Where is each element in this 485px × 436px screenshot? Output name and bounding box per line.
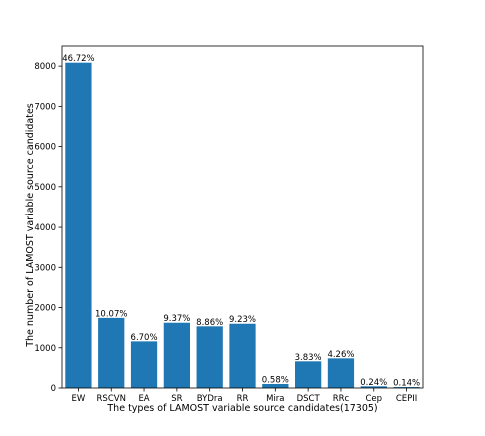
y-tick-label-4000: 4000: [34, 223, 56, 233]
bar-rscvn: [98, 317, 125, 388]
bar-sr: [163, 322, 190, 388]
y-axis: 0 1000 2000 3000 4000 5000 6000 7000 8000: [34, 62, 62, 394]
bar-mira: [262, 383, 289, 388]
data-labels: 46.72% 10.07% 6.70% 9.37% 8.86% 9.23% 0.58% 3.8…: [62, 54, 420, 388]
x-tick-label-mira: Mira: [266, 394, 284, 404]
y-tick-label-8000: 8000: [34, 62, 56, 72]
y-tick-label-6000: 6000: [34, 143, 56, 153]
data-label-sr: 9.37%: [163, 314, 190, 324]
y-tick-label-5000: 5000: [34, 183, 56, 193]
x-tick-label-ea: EA: [138, 394, 149, 404]
bar-cep: [360, 386, 387, 388]
data-label-cepii: 0.14%: [393, 379, 420, 389]
x-tick-label-rr: RR: [237, 394, 249, 404]
data-label-mira: 0.58%: [262, 375, 289, 385]
data-label-cep: 0.24%: [360, 378, 387, 388]
x-tick-label-cep: Cep: [365, 394, 382, 404]
data-label-bydra: 8.86%: [196, 318, 223, 328]
data-label-ew: 46.72%: [62, 54, 94, 64]
bar-ew: [65, 62, 92, 389]
y-tick-label-3000: 3000: [34, 263, 56, 273]
x-axis: EW RSCVN EA SR BYDra RR Mira DSCT RRc Cep CEPII: [72, 388, 417, 404]
data-label-ea: 6.70%: [131, 333, 158, 343]
bars: [65, 62, 420, 389]
bar-ea: [130, 341, 158, 388]
x-axis-title: The types of LAMOST variable source cand…: [106, 403, 377, 414]
y-axis-title: The number of LAMOST variable source can…: [25, 103, 36, 348]
x-tick-label-dsct: DSCT: [297, 394, 321, 404]
x-tick-label-ew: EW: [72, 394, 86, 404]
x-tick-label-rrc: RRc: [333, 394, 350, 404]
bar-dsct: [295, 361, 322, 388]
data-label-rscvn: 10.07%: [95, 309, 127, 319]
bar-rr: [229, 323, 256, 388]
y-tick-label-0: 0: [51, 384, 56, 394]
bar-rrc: [327, 358, 355, 388]
y-tick-label-2000: 2000: [34, 304, 56, 314]
plot-frame: [61, 45, 424, 389]
x-tick-label-cepii: CEPII: [396, 394, 417, 404]
x-tick-label-rscvn: RSCVN: [97, 394, 126, 404]
data-label-rrc: 4.26%: [327, 350, 354, 360]
data-label-rr: 9.23%: [229, 315, 256, 325]
x-tick-label-sr: SR: [171, 394, 182, 404]
data-label-dsct: 3.83%: [295, 353, 322, 363]
x-tick-label-bydra: BYDra: [197, 394, 223, 404]
y-tick-label-1000: 1000: [34, 344, 56, 354]
y-tick-label-7000: 7000: [34, 102, 56, 112]
bar-cepii: [393, 387, 420, 388]
bar-bydra: [196, 326, 223, 388]
